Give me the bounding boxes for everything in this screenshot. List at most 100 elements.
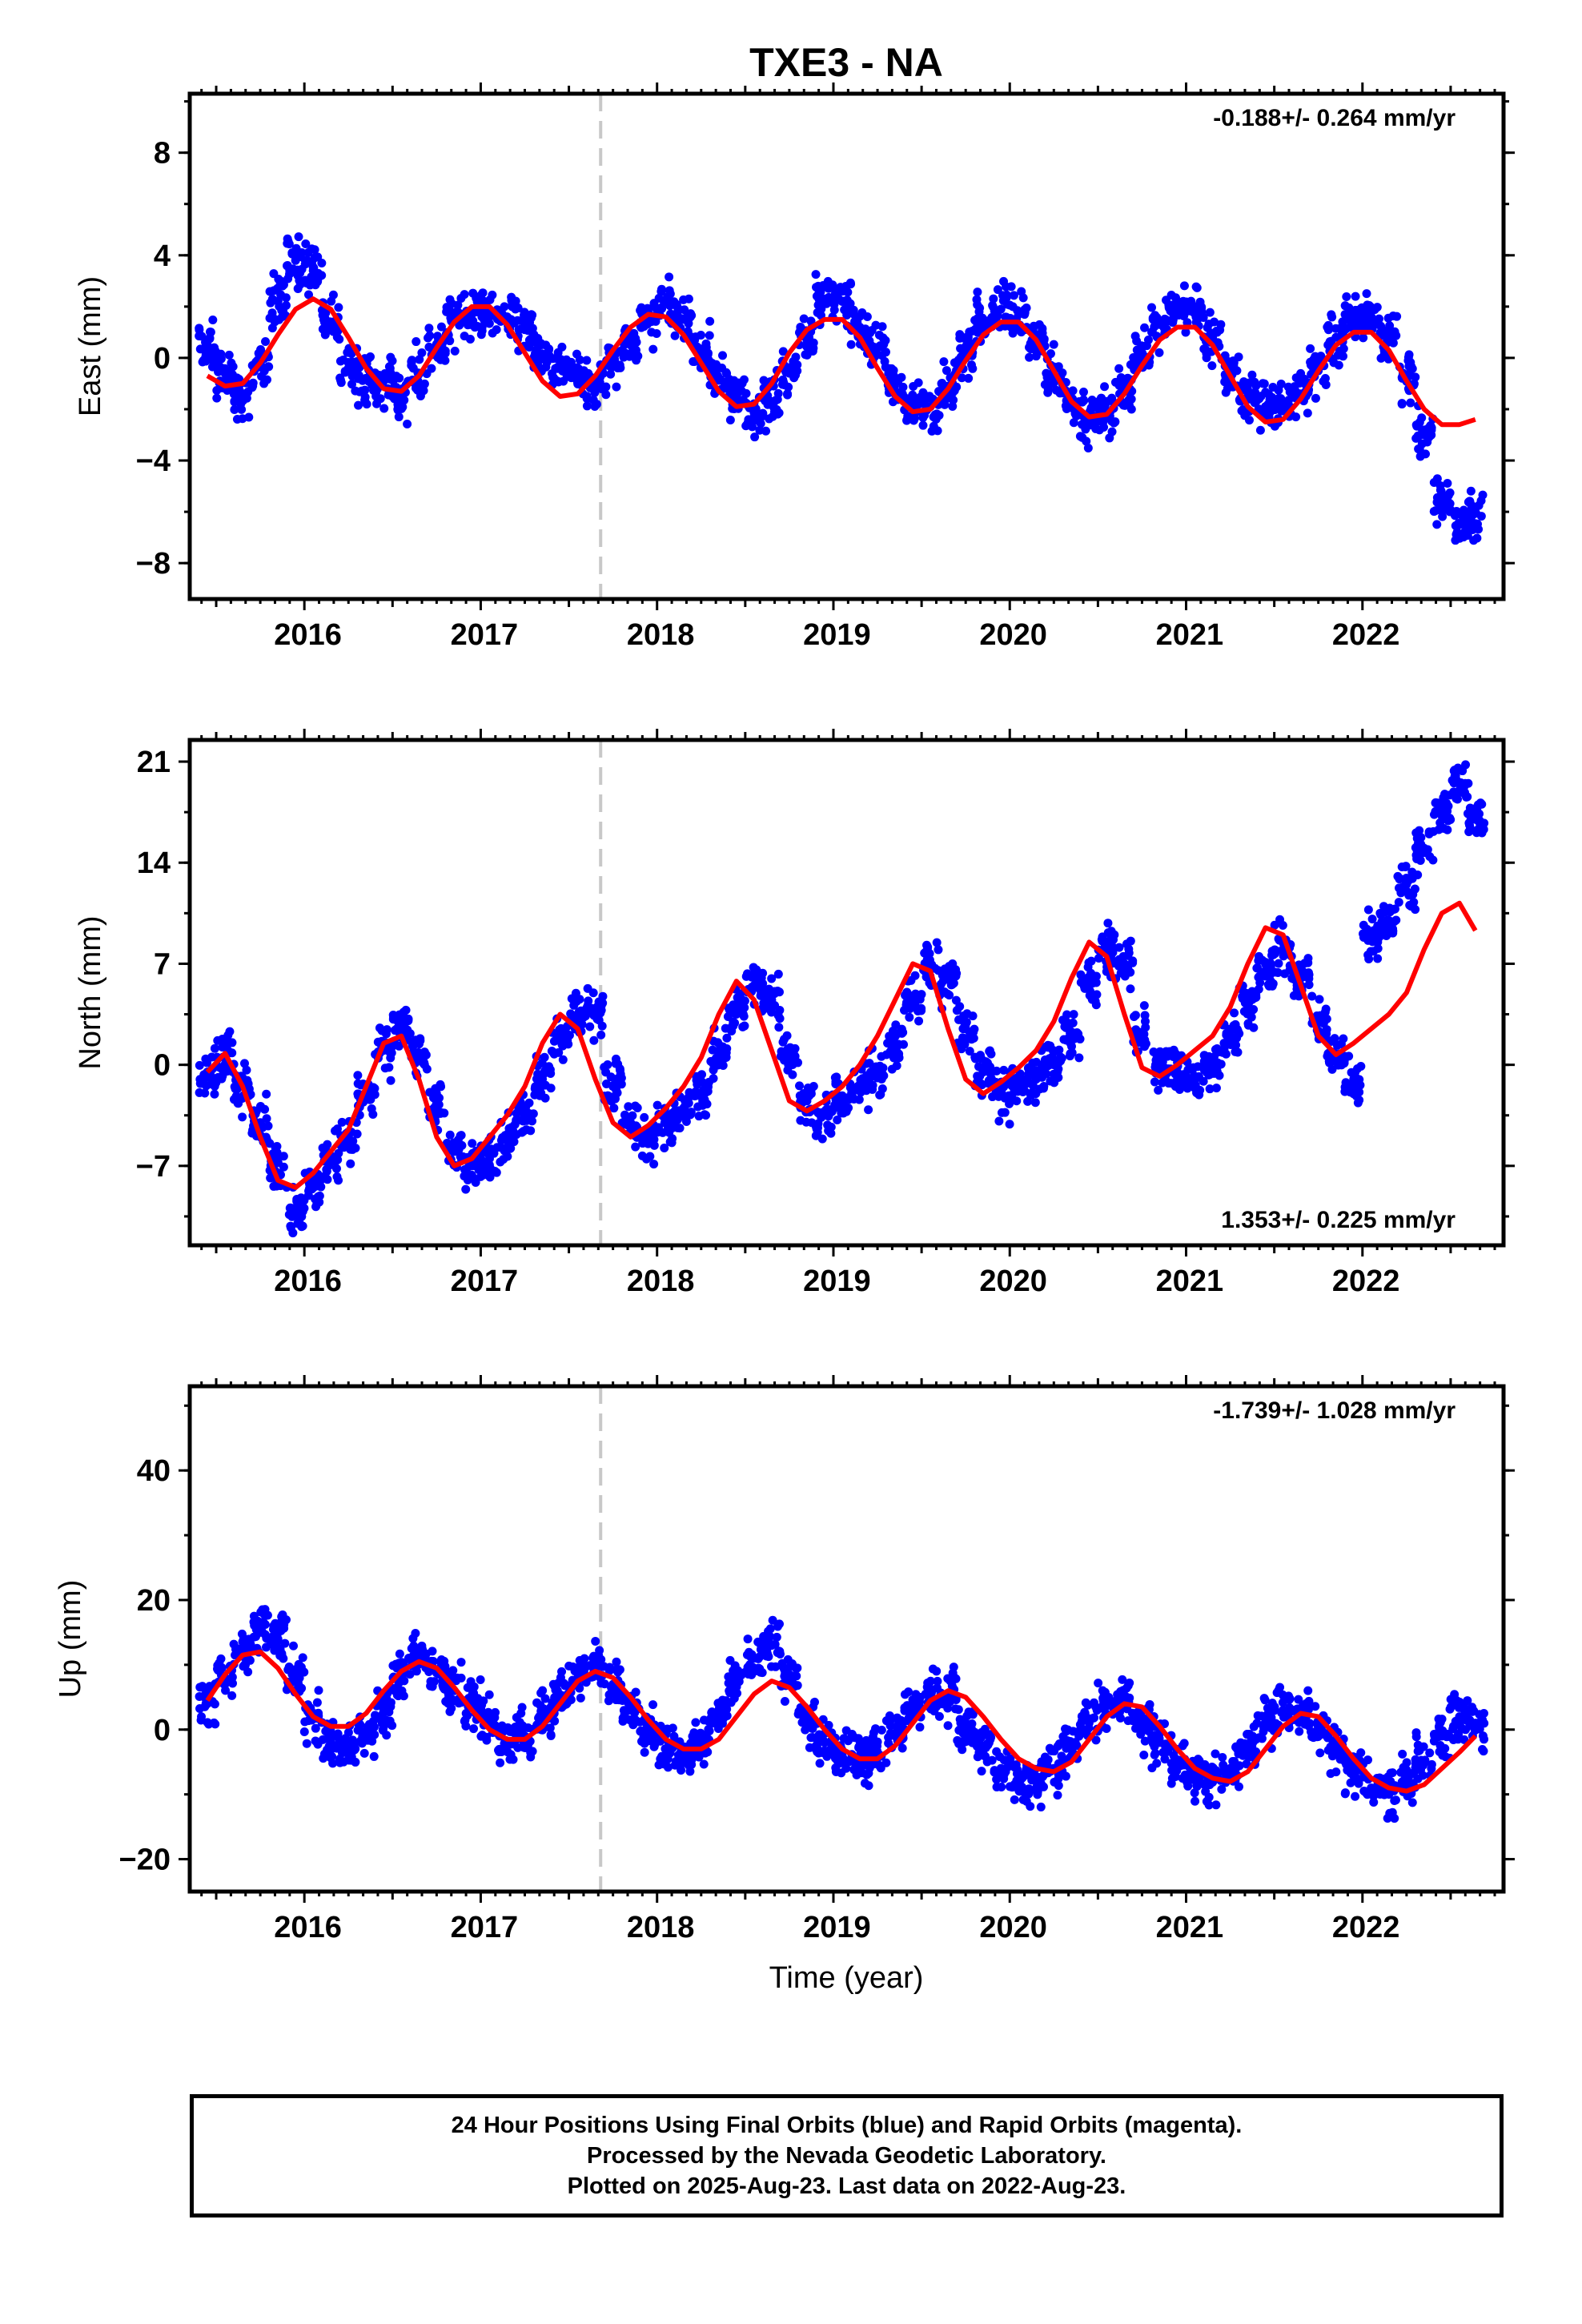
data-point	[1247, 987, 1257, 996]
data-point	[269, 286, 279, 296]
data-point	[639, 322, 648, 332]
data-point	[1363, 300, 1372, 310]
data-point	[1363, 905, 1373, 915]
data-point	[1169, 1045, 1178, 1055]
data-point	[299, 1727, 309, 1736]
data-point	[723, 1012, 733, 1022]
data-point	[1028, 1080, 1038, 1090]
data-point	[1443, 802, 1453, 811]
data-point	[1367, 915, 1377, 924]
data-point	[411, 1628, 420, 1638]
data-point	[1126, 967, 1135, 977]
data-point	[1154, 348, 1164, 357]
data-point	[1450, 507, 1460, 517]
data-point	[351, 1757, 360, 1767]
data-point	[227, 1674, 236, 1683]
data-point	[1066, 1049, 1075, 1059]
data-point	[386, 352, 396, 362]
data-point	[486, 1144, 496, 1154]
data-point	[864, 1105, 873, 1115]
y-tick-label: 0	[154, 1049, 171, 1083]
data-point	[261, 337, 271, 347]
data-point	[218, 1034, 227, 1043]
data-point	[680, 305, 689, 315]
data-point	[532, 1698, 542, 1707]
data-point	[323, 1175, 332, 1184]
y-axis-label: North (mm)	[74, 915, 107, 1069]
data-point	[530, 1090, 540, 1100]
data-point	[496, 1758, 505, 1767]
data-point	[868, 1084, 877, 1094]
data-point	[1062, 1010, 1072, 1019]
data-point	[748, 415, 757, 424]
data-point	[321, 308, 331, 318]
data-point	[1167, 308, 1177, 317]
data-point	[283, 274, 293, 283]
data-point	[477, 322, 487, 332]
data-point	[917, 1003, 926, 1013]
data-point	[830, 1073, 840, 1083]
data-point	[1207, 1055, 1216, 1065]
data-point	[1042, 1069, 1051, 1079]
data-point	[921, 947, 930, 957]
data-point	[1134, 347, 1143, 356]
x-axis: 2016 2017 2018 2019 2020 2021 2022	[200, 82, 1496, 652]
data-point	[1032, 1057, 1042, 1067]
data-point	[201, 1054, 211, 1063]
data-point	[195, 324, 204, 333]
data-point	[622, 338, 632, 348]
data-point	[514, 325, 524, 335]
data-point	[701, 1088, 710, 1098]
data-point	[314, 1686, 323, 1695]
data-point	[1264, 981, 1274, 991]
data-point	[1107, 416, 1117, 426]
data-point	[831, 292, 841, 301]
data-point	[401, 1005, 411, 1015]
data-point	[667, 1138, 677, 1148]
data-point	[1440, 790, 1450, 799]
data-point	[1024, 1063, 1034, 1072]
data-point	[1103, 928, 1113, 938]
data-point	[312, 1698, 322, 1707]
data-point	[277, 1612, 287, 1622]
data-point	[415, 355, 424, 364]
data-point	[1103, 919, 1113, 928]
data-point	[606, 369, 616, 379]
data-point	[1091, 1000, 1101, 1010]
data-point	[1247, 995, 1257, 1004]
x-tick-label: 2017	[451, 1265, 519, 1298]
data-point	[1327, 312, 1337, 322]
data-point	[558, 1041, 568, 1051]
data-point	[706, 1056, 716, 1066]
data-point	[273, 296, 283, 306]
data-point	[1078, 397, 1087, 407]
data-point	[582, 356, 592, 365]
data-point	[705, 331, 714, 340]
data-point	[358, 376, 367, 385]
data-point	[1411, 433, 1421, 443]
data-point	[385, 364, 395, 373]
data-point	[1063, 1034, 1073, 1043]
data-point	[232, 1084, 242, 1094]
data-point	[1270, 967, 1279, 977]
data-point	[513, 1743, 523, 1752]
data-point	[1271, 949, 1280, 959]
data-point	[1434, 800, 1443, 810]
data-point	[640, 1112, 649, 1122]
data-point	[750, 432, 760, 442]
data-point	[1417, 439, 1427, 448]
data-point	[1319, 1012, 1328, 1022]
data-point	[993, 285, 1002, 295]
data-point	[1307, 991, 1317, 1001]
data-point	[801, 1117, 811, 1127]
data-point	[311, 1181, 320, 1191]
data-point	[940, 964, 950, 974]
data-point	[675, 1124, 685, 1133]
data-point	[338, 1738, 347, 1747]
data-point	[1196, 302, 1206, 312]
data-point	[1296, 368, 1306, 378]
data-point	[225, 1027, 235, 1036]
x-tick-label: 2017	[451, 618, 519, 652]
data-point	[694, 1091, 704, 1100]
data-point	[801, 350, 810, 360]
